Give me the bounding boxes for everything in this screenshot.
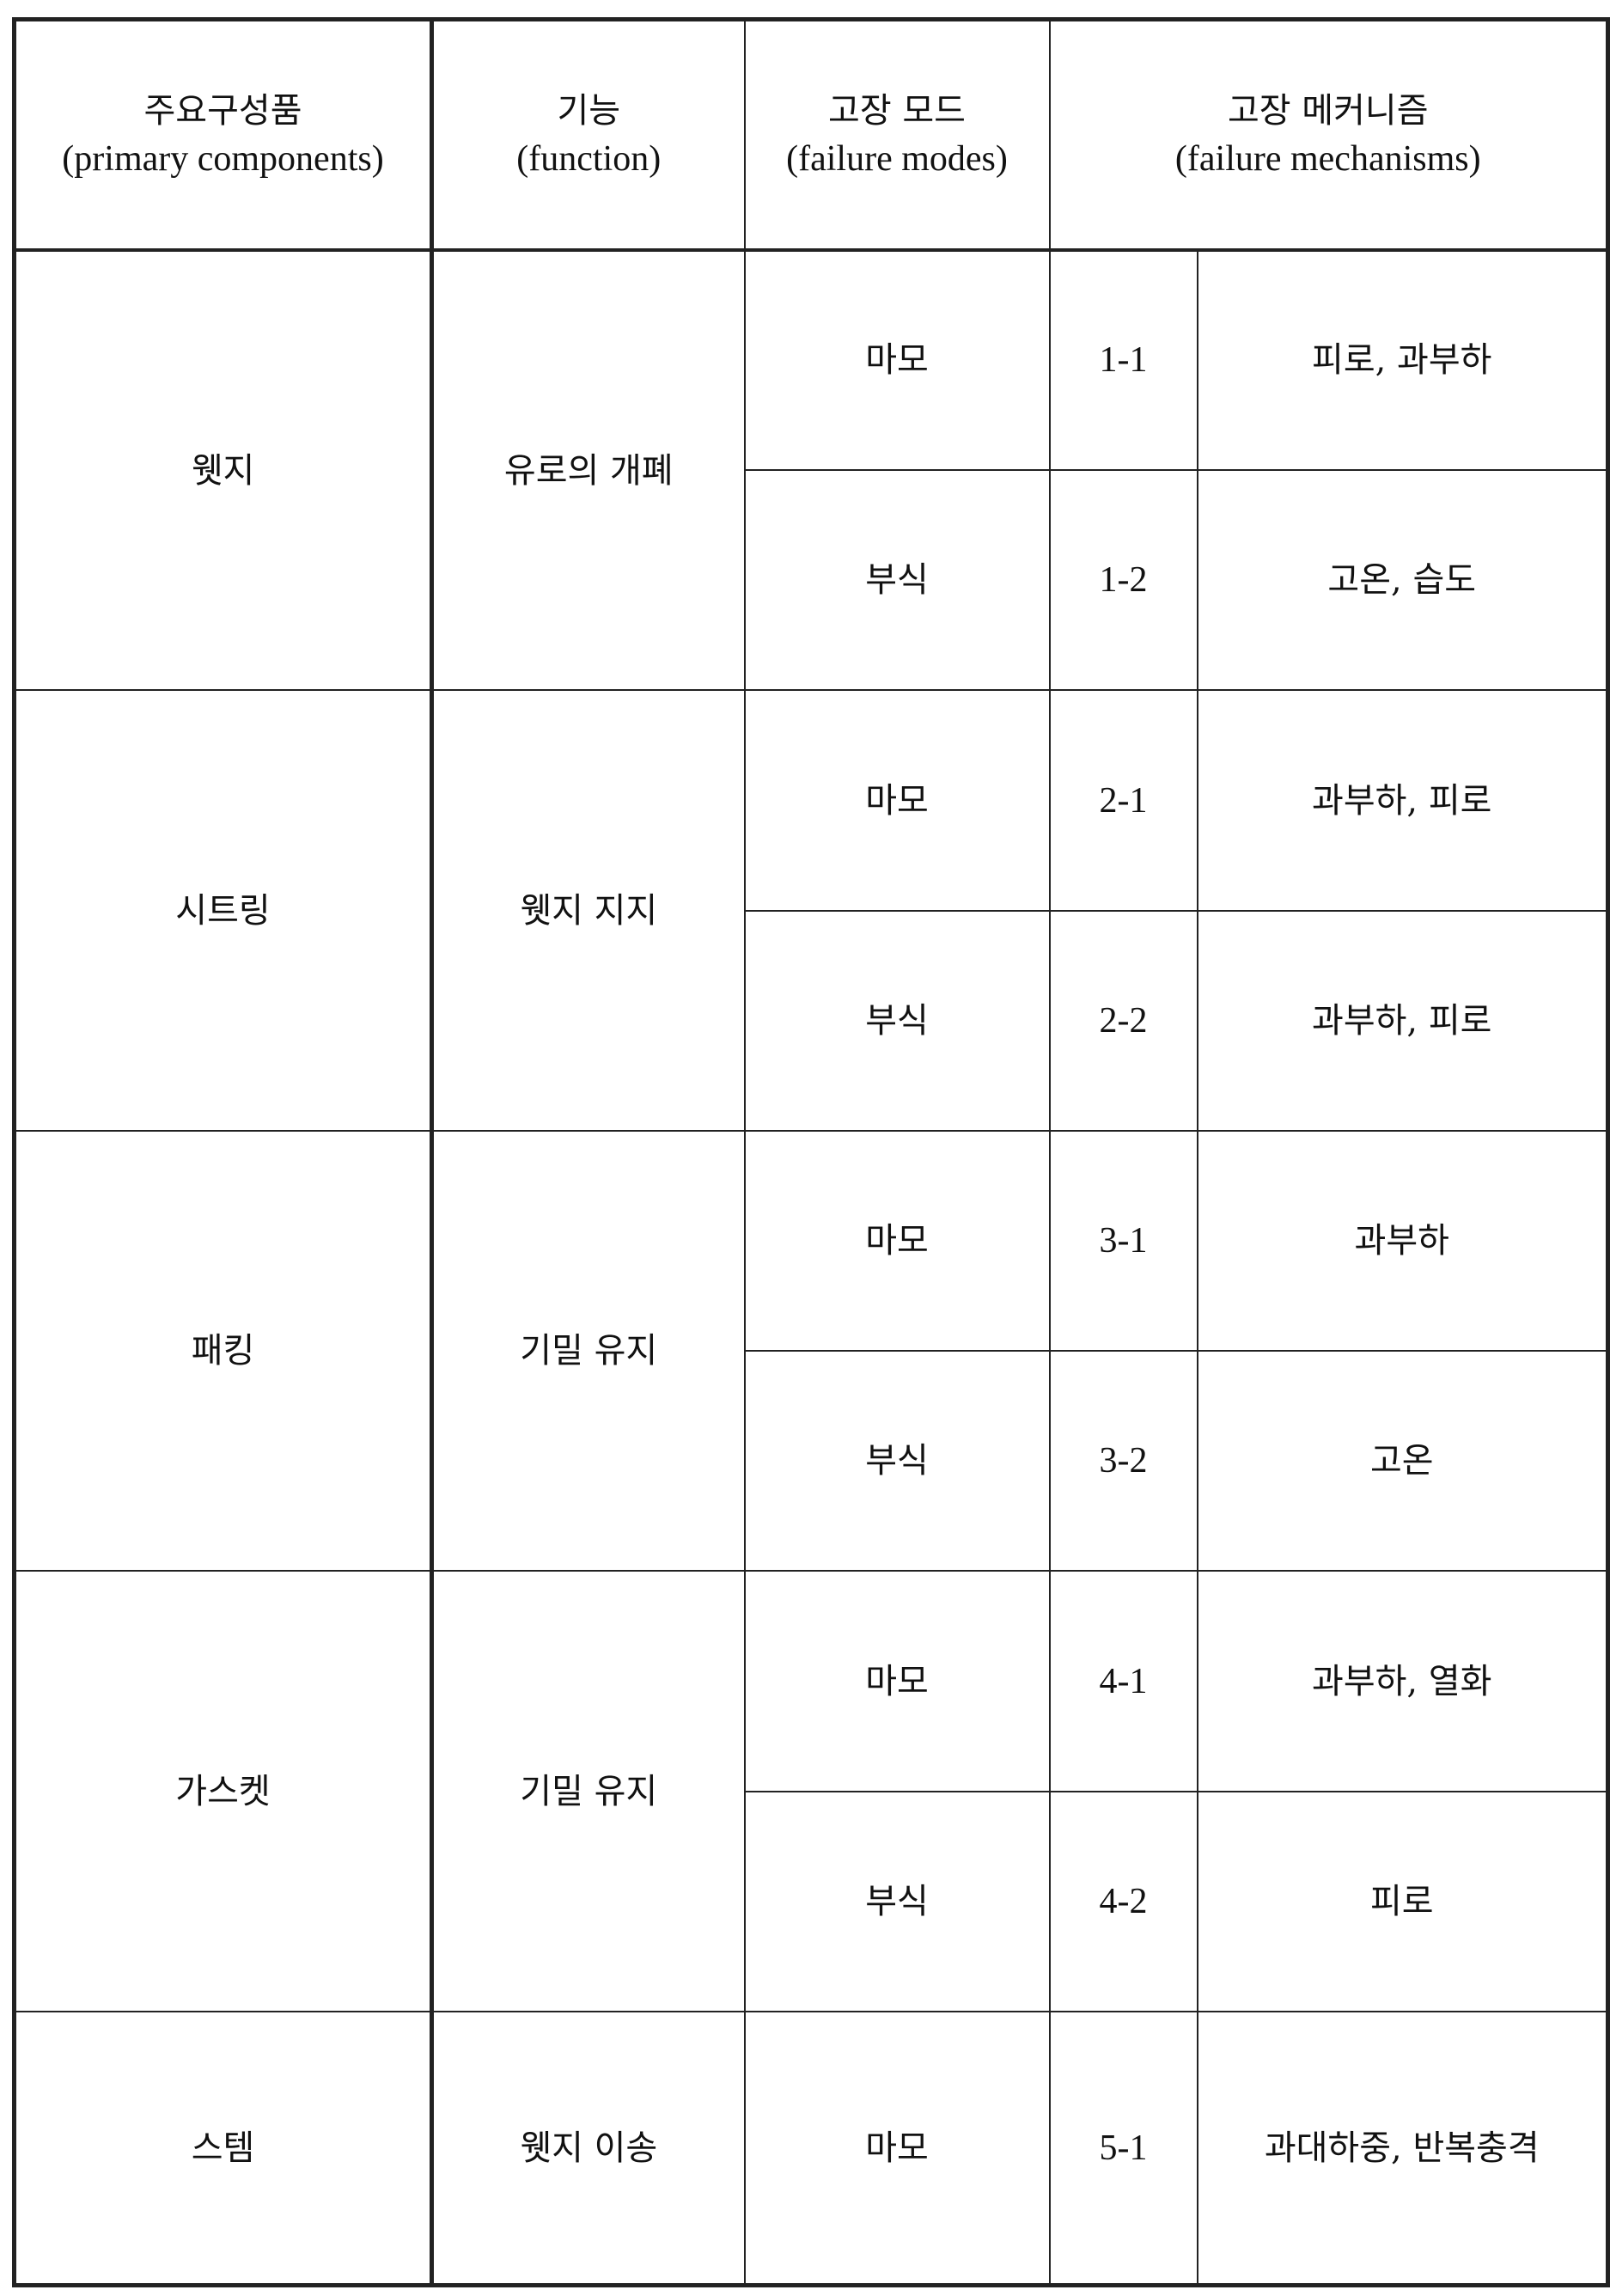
function-cell: 웻지 이송 <box>430 2011 746 2288</box>
table-row: 부식 1-2 고온, 습도 <box>15 469 1610 692</box>
table-row: 웻지 유로의 개폐 마모 1-1 피로, 과부하 <box>12 248 1610 692</box>
header-col2-en: (function) <box>516 138 662 179</box>
function-cell: 유로의 개폐 <box>430 248 746 692</box>
failure-mechanism-cell: 피로 <box>1196 1790 1610 2013</box>
failure-mode-cell: 마모 <box>743 689 1051 912</box>
mechanism-id-cell: 1-1 <box>1048 248 1198 472</box>
failure-mechanism-cell: 과부하, 열화 <box>1196 1570 1610 1792</box>
header-function: 기능 (function) <box>430 16 746 252</box>
failure-mechanism-cell: 과부하 <box>1196 1129 1610 1353</box>
table: 주요구성품 (primary components) 기능 (function)… <box>12 16 1610 2288</box>
header-failure-modes: 고장 모드 (failure modes) <box>743 16 1051 252</box>
failure-mechanism-cell: 과부하, 피로 <box>1196 689 1610 912</box>
failure-mechanism-cell: 고온, 습도 <box>1196 469 1610 692</box>
table-row: 시트링 웻지 지지 마모 2-1 과부하, 피로 <box>12 689 1610 1132</box>
function-cell: 웻지 지지 <box>430 689 746 1132</box>
failure-mechanism-cell: 과대하중, 반복충격 <box>1196 2011 1610 2288</box>
header-failure-mechanisms: 고장 메커니즘 (failure mechanisms) <box>1048 16 1610 252</box>
failure-mode-cell: 부식 <box>743 909 1051 1132</box>
failure-mechanism-cell: 고온 <box>1196 1350 1610 1572</box>
mechanism-id-cell: 5-1 <box>1048 2011 1198 2288</box>
mechanism-id-cell: 4-2 <box>1048 1790 1198 2013</box>
table-row: 부식 2-2 과부하, 피로 <box>15 909 1610 1132</box>
failure-mode-cell: 부식 <box>743 469 1051 692</box>
failure-mechanism-cell: 과부하, 피로 <box>1196 909 1610 1132</box>
failure-mode-cell: 마모 <box>743 248 1051 472</box>
header-col4-ko: 고장 메커니즘 <box>1227 90 1429 131</box>
table-row: 패킹 기밀 유지 마모 3-1 과부하 <box>12 1129 1610 1572</box>
mechanism-id-cell: 2-2 <box>1048 909 1198 1132</box>
header-primary-components: 주요구성품 (primary components) <box>12 16 434 252</box>
header-col3-ko: 고장 모드 <box>828 90 966 131</box>
function-cell: 기밀 유지 <box>430 1570 746 2013</box>
header-col3-en: (failure modes) <box>786 138 1008 179</box>
mechanism-id-cell: 4-1 <box>1048 1570 1198 1792</box>
mechanism-id-cell: 2-1 <box>1048 689 1198 912</box>
failure-mode-cell: 마모 <box>743 1129 1051 1353</box>
header-col2-ko: 기능 <box>557 90 621 131</box>
mechanism-id-cell: 1-2 <box>1048 469 1198 692</box>
component-cell: 가스켓 <box>12 1570 434 2013</box>
component-cell: 시트링 <box>12 689 434 1132</box>
mechanism-id-cell: 3-1 <box>1048 1129 1198 1353</box>
failure-mode-table: 주요구성품 (primary components) 기능 (function)… <box>12 16 1610 2288</box>
failure-mode-cell: 부식 <box>743 1790 1051 2013</box>
function-cell: 기밀 유지 <box>430 1129 746 1572</box>
failure-mechanism-cell: 피로, 과부하 <box>1196 248 1610 472</box>
header-col4-en: (failure mechanisms) <box>1174 138 1481 179</box>
component-cell: 웻지 <box>12 248 434 692</box>
component-cell: 패킹 <box>12 1129 434 1572</box>
header-col1-ko: 주요구성품 <box>143 90 302 131</box>
header-col1-en: (primary components) <box>62 138 384 179</box>
mechanism-id-cell: 3-2 <box>1048 1350 1198 1572</box>
header-row: 주요구성품 (primary components) 기능 (function)… <box>12 16 1610 252</box>
table-row: 가스켓 기밀 유지 마모 4-1 과부하, 열화 <box>12 1570 1610 2013</box>
table-row: 부식 3-2 고온 <box>15 1350 1610 1572</box>
table-row: 부식 4-2 피로 <box>15 1790 1610 2013</box>
component-cell: 스템 <box>12 2011 434 2288</box>
table-row: 스템 웻지 이송 마모 5-1 과대하중, 반복충격 <box>12 2011 1610 2288</box>
failure-mode-cell: 마모 <box>743 2011 1051 2288</box>
failure-mode-cell: 부식 <box>743 1350 1051 1572</box>
failure-mode-cell: 마모 <box>743 1570 1051 1792</box>
